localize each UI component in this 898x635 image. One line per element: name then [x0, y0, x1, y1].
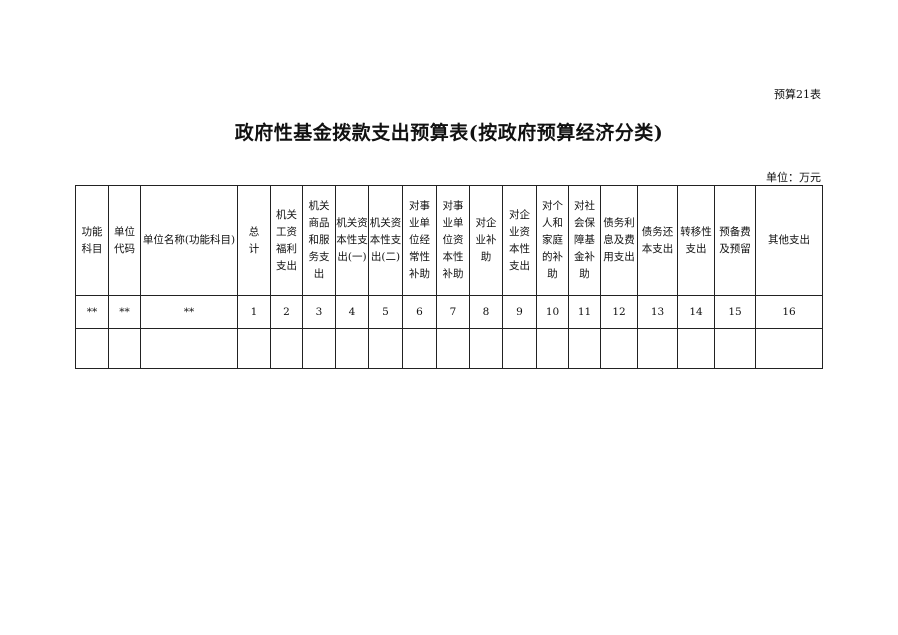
empty-cell	[140, 328, 238, 369]
unit-label: 单位：万元	[766, 171, 821, 184]
column-code: 11	[568, 295, 601, 329]
empty-cell	[108, 328, 141, 369]
empty-cell	[714, 328, 756, 369]
empty-cell	[755, 328, 823, 369]
table-row	[75, 328, 823, 369]
column-header: 单位 代码	[108, 185, 141, 296]
column-header: 债务还 本支出	[637, 185, 678, 296]
empty-cell	[436, 328, 470, 369]
column-header: 债务利 息及费 用支出	[600, 185, 638, 296]
column-code: 3	[302, 295, 336, 329]
budget-table: 功能 科目 单位 代码 单位名称(功能科目) 总 计机关 工资 福利 支出 机关 商品 …	[75, 185, 823, 369]
empty-cell	[568, 328, 601, 369]
empty-cell	[335, 328, 369, 369]
column-header: 机关资 本性支 出(二)	[368, 185, 403, 296]
column-header: 机关 工资 福利 支出	[270, 185, 303, 296]
column-header: 对个 人和 家庭 的补 助	[536, 185, 569, 296]
column-code: 8	[469, 295, 503, 329]
empty-cell	[502, 328, 537, 369]
column-header: 单位名称(功能科目)	[140, 185, 238, 296]
column-header: 机关资 本性支 出(一)	[335, 185, 369, 296]
column-header: 对事 业单 位经 常性 补助	[402, 185, 437, 296]
empty-cell	[600, 328, 638, 369]
column-code: **	[140, 295, 238, 329]
column-header: 总 计	[237, 185, 271, 296]
column-header: 对社 会保 障基 金补 助	[568, 185, 601, 296]
column-code: 6	[402, 295, 437, 329]
column-code: 13	[637, 295, 678, 329]
column-code: 14	[677, 295, 715, 329]
column-header: 对事 业单 位资 本性 补助	[436, 185, 470, 296]
empty-cell	[536, 328, 569, 369]
empty-cell	[237, 328, 271, 369]
column-code: 5	[368, 295, 403, 329]
column-header: 其他支出	[755, 185, 823, 296]
column-code: **	[108, 295, 141, 329]
column-header: 预备费 及预留	[714, 185, 756, 296]
column-code: 9	[502, 295, 537, 329]
column-header: 功能 科目	[75, 185, 109, 296]
column-header: 对企 业补 助	[469, 185, 503, 296]
empty-cell	[270, 328, 303, 369]
page-title: 政府性基金拨款支出预算表(按政府预算经济分类)	[234, 122, 664, 144]
column-code: 4	[335, 295, 369, 329]
column-code: 16	[755, 295, 823, 329]
empty-cell	[469, 328, 503, 369]
empty-cell	[402, 328, 437, 369]
column-code: **	[75, 295, 109, 329]
empty-cell	[368, 328, 403, 369]
empty-cell	[637, 328, 678, 369]
column-header: 对企 业资 本性 支出	[502, 185, 537, 296]
empty-cell	[677, 328, 715, 369]
header-row: 功能 科目 单位 代码 单位名称(功能科目) 总 计机关 工资 福利 支出 机关 商品 …	[75, 185, 823, 296]
column-code: 10	[536, 295, 569, 329]
column-code: 15	[714, 295, 756, 329]
empty-cell	[302, 328, 336, 369]
table-number: 预算21表	[774, 88, 821, 101]
column-header: 机关 商品 和服 务支 出	[302, 185, 336, 296]
column-code: 7	[436, 295, 470, 329]
empty-cell	[75, 328, 109, 369]
column-code-row: ** ** ** 1 2 3 4 5 6 7 8 9 10 11 12 13 14 15 16	[75, 295, 823, 329]
column-header: 转移性 支出	[677, 185, 715, 296]
column-code: 1	[237, 295, 271, 329]
column-code: 2	[270, 295, 303, 329]
column-code: 12	[600, 295, 638, 329]
